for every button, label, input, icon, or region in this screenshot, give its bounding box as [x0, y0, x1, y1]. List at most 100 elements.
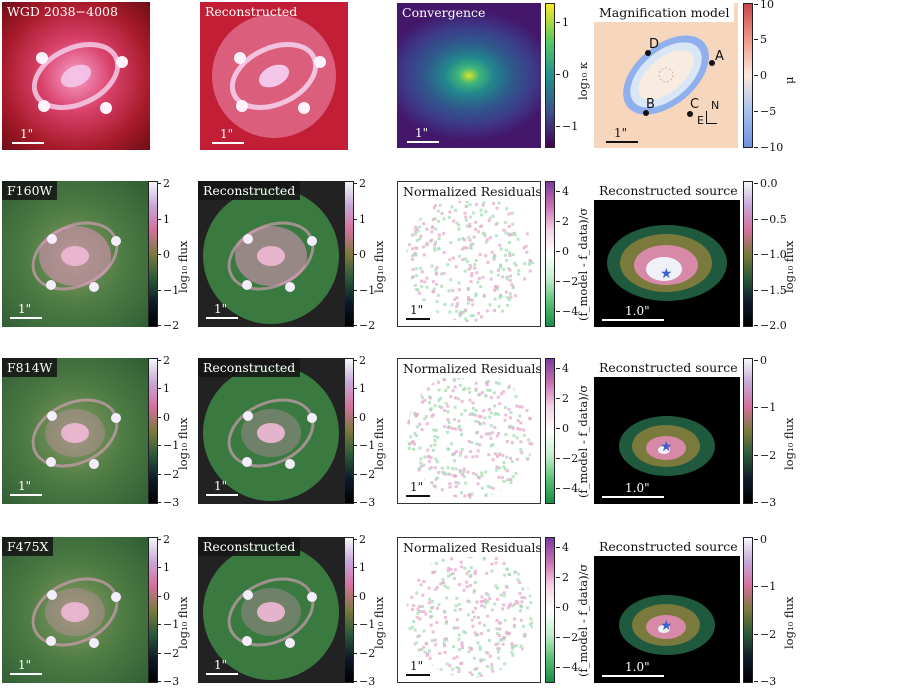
colorbar-label: log₁₀ κ [576, 61, 590, 100]
colorbar-label: log₁₀ flux [372, 240, 386, 293]
scale-bar: 1.0" [602, 661, 664, 681]
colorbar-tick: −2 [352, 319, 376, 332]
source-panel: Reconstructed source ★ 1.0" [594, 358, 740, 504]
image-marker [709, 60, 715, 66]
image-marker [645, 50, 651, 56]
colorbar-tick: −2 [555, 452, 579, 465]
colorbar-tick: −1 [156, 439, 180, 453]
colorbar-tick: −3 [753, 675, 777, 688]
magnification-colorbar [743, 3, 753, 148]
flux-colorbar [344, 537, 354, 683]
scale-bar: 1" [10, 303, 42, 323]
scale-bar: 1" [406, 481, 430, 501]
colorbar-tick: 4 [556, 185, 569, 198]
convergence-colorbar [545, 3, 555, 148]
colorbar-tick: −0.5 [754, 212, 787, 226]
colorbar-tick: 4 [556, 541, 569, 554]
colorbar-tick: 0 [556, 68, 569, 81]
colorbar-tick: 1 [157, 212, 170, 226]
image-label-d: D [649, 37, 660, 52]
colorbar-tick: −2.0 [754, 319, 787, 332]
source-position-star-icon: ★ [660, 439, 673, 455]
scale-bar: 1" [206, 659, 238, 679]
colorbar-label: (f_model - f_data)/σ [576, 384, 590, 498]
colorbar-tick: −1 [156, 618, 180, 632]
colorbar-tick: −10 [753, 141, 784, 154]
colorbar-tick: −1 [555, 120, 579, 133]
source-panel: Reconstructed source ★ 1.0" [594, 181, 740, 327]
reconstruction-graphic [212, 14, 336, 138]
colorbar-tick: 2 [157, 533, 170, 546]
colorbar-tick: −2 [156, 319, 180, 332]
reconstructed-color-panel: Reconstructed 1" [200, 2, 348, 150]
panel-title: Reconstructed [198, 537, 301, 556]
colorbar-tick: −1 [753, 580, 777, 594]
colorbar-label: (f_model - f_data)/σ [576, 563, 590, 677]
colorbar-tick: −4 [555, 661, 579, 674]
colorbar-tick: 2 [556, 571, 569, 584]
panel-title: Reconstructed [198, 181, 301, 200]
colorbar-tick: −1 [753, 401, 777, 415]
colorbar-tick: −1.5 [754, 283, 787, 297]
colorbar-tick: −2 [555, 275, 579, 288]
scale-bar: 1" [407, 127, 439, 147]
colorbar-tick: −2 [753, 448, 777, 462]
scale-bar: 1" [406, 304, 430, 324]
source-colorbar [743, 537, 753, 683]
panel-title: Normalized Residuals [398, 359, 540, 378]
panel-title: Magnification model [594, 3, 735, 22]
colorbar-tick: −1 [352, 618, 376, 632]
panel-title: Reconstructed source [594, 181, 740, 200]
colorbar-tick: −2 [156, 467, 180, 481]
residuals-panel: Normalized Residuals 1" [397, 537, 541, 683]
reconstructed-panel: Reconstructed 1" [198, 181, 344, 327]
band-label: F814W [2, 358, 58, 377]
colorbar-tick: −5 [753, 105, 777, 118]
band-label: F160W [2, 181, 58, 200]
colorbar-label: μ [782, 76, 796, 84]
convergence-panel: Convergence 1" [397, 3, 541, 148]
observed-image-panel: F475X 1" [2, 537, 148, 683]
colorbar-tick: −2 [753, 627, 777, 641]
colorbar-tick: 5 [754, 33, 767, 46]
panel-title: Convergence [402, 5, 486, 20]
colorbar-tick: 2 [353, 177, 366, 190]
colorbar-label: log₁₀ flux [176, 240, 190, 293]
colorbar-tick: −2 [352, 646, 376, 660]
colorbar-tick: 2 [157, 177, 170, 190]
colorbar-tick: 0 [353, 410, 366, 424]
image-label-b: B [646, 97, 655, 112]
colorbar-tick: −3 [352, 496, 376, 509]
colorbar-tick: 0 [754, 354, 767, 367]
lensed-arc-graphic [31, 42, 128, 114]
color-image-panel: WGD 2038−4008 1" [2, 2, 150, 150]
colorbar-tick: 0 [556, 422, 569, 435]
panel-title: Reconstructed source [594, 358, 740, 377]
colorbar-tick: −1.0 [754, 248, 787, 261]
colorbar-tick: 10 [754, 0, 774, 11]
colorbar-tick: −1 [352, 439, 376, 453]
magnification-panel: Magnification model A B C D N E 1" [594, 3, 738, 148]
colorbar-tick: 2 [556, 392, 569, 405]
colorbar-tick: 1 [157, 382, 170, 396]
colorbar-label: log₁₀ flux [782, 596, 796, 649]
image-label-c: C [690, 97, 700, 112]
colorbar-tick: −3 [156, 496, 180, 509]
band-label: F475X [2, 537, 54, 556]
panel-title: Reconstructed [198, 358, 301, 377]
image-marker [643, 110, 649, 116]
colorbar-tick: 2 [556, 215, 569, 228]
flux-colorbar [148, 358, 158, 504]
compass-arrow-icon [706, 111, 717, 124]
colorbar-label: log₁₀ flux [372, 596, 386, 649]
colorbar-label: log₁₀ flux [782, 240, 796, 293]
source-colorbar [743, 358, 753, 504]
colorbar-tick: −2 [555, 631, 579, 644]
residual-colorbar [545, 181, 555, 327]
image-label-a: A [715, 49, 724, 64]
residual-colorbar [545, 358, 555, 504]
colorbar-tick: −2 [352, 467, 376, 481]
scale-bar: 1.0" [602, 305, 664, 325]
reconstructed-panel: Reconstructed 1" [198, 537, 344, 683]
colorbar-tick: −3 [156, 675, 180, 688]
